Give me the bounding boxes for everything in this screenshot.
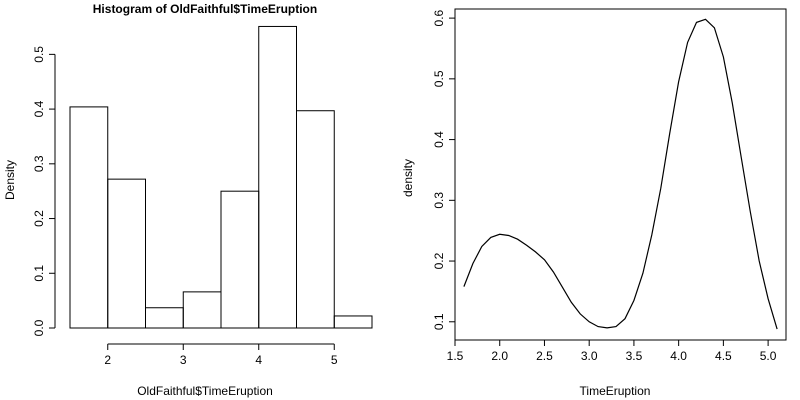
density-y-tick-label: 0.2 — [432, 252, 446, 269]
histogram-title: Histogram of OldFaithful$TimeEruption — [92, 2, 318, 16]
histogram-y-tick-label: 0.2 — [32, 210, 46, 227]
density-y-tick-label: 0.5 — [432, 70, 446, 87]
density-curve-line — [463, 18, 778, 330]
histogram-x-axis-label: OldFaithful$TimeEruption — [137, 384, 273, 398]
density-x-tick-label: 3.0 — [581, 349, 598, 363]
density-y-tick-label: 0.3 — [432, 192, 446, 209]
histogram-y-axis-label: Density — [3, 159, 17, 201]
histogram-x-tick-label: 3 — [180, 353, 187, 367]
density-y-tick-label: 0.1 — [432, 313, 446, 330]
histogram-bar — [296, 110, 335, 329]
density-x-tick-label: 2.0 — [491, 349, 508, 363]
histogram-x-tick-label: 4 — [255, 353, 262, 367]
histogram-bar — [258, 25, 297, 329]
histogram-bar — [182, 291, 222, 329]
histogram-x-tick-label: 2 — [104, 353, 111, 367]
density-x-tick-label: 4.5 — [715, 349, 732, 363]
density-y-axis-label: density — [401, 158, 415, 198]
histogram-y-tick-label: 0.3 — [32, 155, 46, 172]
histogram-y-tick-label: 0.5 — [32, 46, 46, 63]
histogram-bar — [220, 190, 260, 329]
histogram-bar — [107, 178, 146, 329]
histogram-x-tick-label: 5 — [331, 353, 338, 367]
density-plot-frame — [454, 8, 787, 341]
histogram-bar — [333, 315, 373, 329]
density-panel: 1.5 2.0 2.5 3.0 3.5 4.0 4.5 5.0 0.1 0.2 0.3 0.4 0.5 0… — [432, 8, 787, 363]
density-x-tick-label: 2.5 — [536, 349, 553, 363]
density-y-tick-label: 0.4 — [432, 131, 446, 148]
density-x-tick-label: 3.5 — [626, 349, 643, 363]
histogram-bar — [145, 307, 184, 329]
density-y-tick-label: 0.6 — [432, 9, 446, 26]
histogram-y-tick-label: 0.0 — [32, 319, 46, 336]
histogram-panel: 2 3 4 5 0.0 0.1 0.2 0.3 0.4 0.5 — [32, 25, 373, 367]
density-x-axis-label: TimeEruption — [579, 384, 651, 398]
density-x-tick-label: 4.0 — [670, 349, 687, 363]
density-x-tick-label: 1.5 — [447, 349, 464, 363]
histogram-bar — [69, 106, 109, 329]
histogram-y-tick-label: 0.1 — [32, 265, 46, 282]
histogram-y-tick-label: 0.4 — [32, 100, 46, 117]
density-x-tick-label: 5.0 — [760, 349, 777, 363]
